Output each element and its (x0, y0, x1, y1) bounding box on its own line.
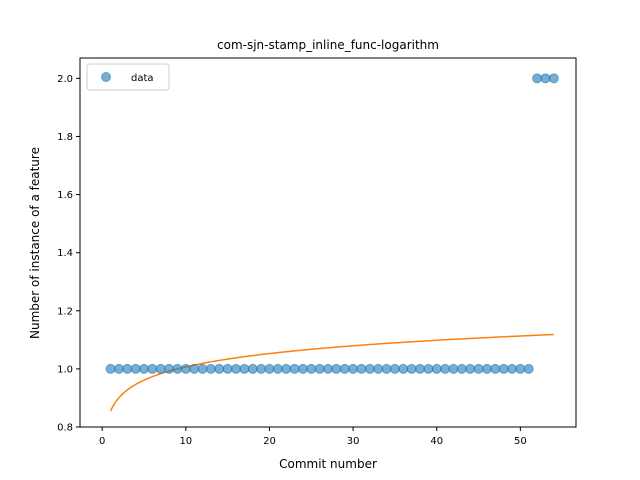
data-point (515, 363, 526, 374)
data-point (189, 363, 200, 374)
data-point (415, 363, 426, 374)
data-point (523, 363, 534, 374)
data-points-layer (105, 73, 559, 374)
y-axis-label: Number of instance of a feature (28, 147, 42, 339)
data-point (406, 363, 417, 374)
data-point (281, 363, 292, 374)
data-point (348, 363, 359, 374)
y-tick-label: 2.0 (57, 74, 73, 85)
data-point (364, 363, 375, 374)
legend-marker-data (101, 72, 111, 82)
legend-box (86, 63, 170, 91)
x-tick-label: 10 (179, 436, 192, 447)
x-tick-label: 40 (430, 436, 443, 447)
data-point (180, 363, 191, 374)
data-point (532, 73, 543, 84)
data-point (130, 363, 141, 374)
data-point (147, 363, 158, 374)
x-tick-label: 0 (99, 436, 105, 447)
x-axis-ticks: 0 10 20 30 40 50 (99, 427, 527, 447)
data-point (456, 363, 467, 374)
data-point (222, 363, 233, 374)
data-point (264, 363, 275, 374)
data-point (373, 363, 384, 374)
y-tick-label: 1.6 (57, 190, 73, 201)
data-point (389, 363, 400, 374)
x-tick-label: 50 (514, 436, 527, 447)
data-point (481, 363, 492, 374)
data-point (356, 363, 367, 374)
data-point (172, 363, 183, 374)
data-point (398, 363, 409, 374)
data-point (423, 363, 434, 374)
data-point (473, 363, 484, 374)
data-point (214, 363, 225, 374)
data-point (289, 363, 300, 374)
x-axis-label: Commit number (279, 457, 377, 471)
data-point (164, 363, 175, 374)
y-tick-label: 1.4 (57, 248, 73, 259)
data-point (540, 73, 551, 84)
data-point (197, 363, 208, 374)
data-point (314, 363, 325, 374)
legend-label-data: data (131, 73, 154, 84)
data-point (448, 363, 459, 374)
data-point (205, 363, 216, 374)
y-tick-label: 1.8 (57, 132, 73, 143)
data-point (297, 363, 308, 374)
data-point (465, 363, 476, 374)
data-point (138, 363, 149, 374)
plot-frame (79, 57, 577, 428)
data-point (490, 363, 501, 374)
data-point (256, 363, 267, 374)
x-tick-label: 20 (263, 436, 276, 447)
data-point (331, 363, 342, 374)
data-point (381, 363, 392, 374)
data-point (548, 73, 559, 84)
data-point (431, 363, 442, 374)
data-point (105, 363, 116, 374)
data-point (230, 363, 241, 374)
data-point (113, 363, 124, 374)
data-point (323, 363, 333, 374)
y-axis-ticks: 0.8 1.0 1.2 1.4 1.6 1.8 2.0 (57, 74, 80, 434)
y-tick-label: 0.8 (57, 423, 73, 434)
data-point (498, 363, 509, 374)
data-point (507, 363, 518, 374)
y-tick-label: 1.2 (57, 306, 73, 317)
data-point (440, 363, 451, 374)
x-tick-label: 30 (347, 436, 360, 447)
legend: data (86, 63, 170, 91)
data-point (339, 363, 350, 374)
y-tick-label: 1.0 (57, 364, 73, 375)
data-point (239, 363, 250, 374)
data-point (272, 363, 283, 374)
data-point (306, 363, 317, 374)
data-point (247, 363, 258, 374)
data-point (122, 363, 133, 374)
chart-title: com-sjn-stamp_inline_func-logarithm (217, 38, 439, 52)
data-point (155, 363, 166, 374)
